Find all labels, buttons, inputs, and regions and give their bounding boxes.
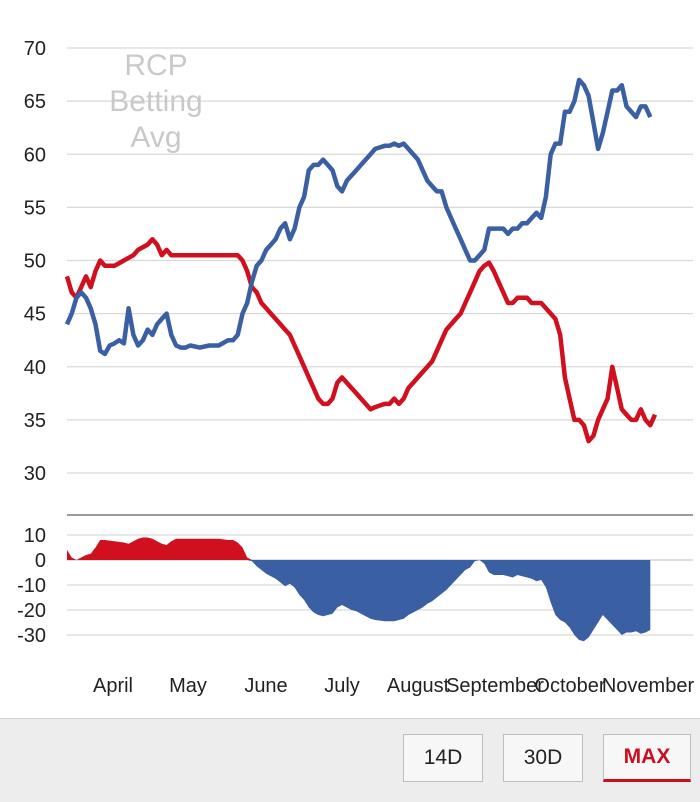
chart-title-watermark: RCP Betting Avg xyxy=(109,49,202,154)
diff-area-negative xyxy=(67,560,651,642)
x-tick-june: June xyxy=(244,675,287,697)
range-30d-button[interactable]: 30D xyxy=(503,734,583,782)
y-tick-main-40: 40 xyxy=(24,357,46,379)
x-tick-september: September xyxy=(446,675,544,697)
y-tick-diff--10: -10 xyxy=(17,575,46,597)
range-selector-bar: 14D 30D MAX xyxy=(0,718,700,802)
y-tick-main-35: 35 xyxy=(24,410,46,432)
y-tick-main-45: 45 xyxy=(24,304,46,326)
x-tick-july: July xyxy=(324,675,360,697)
x-tick-august: August xyxy=(387,675,450,697)
series-line-blue xyxy=(64,77,653,357)
x-tick-april: April xyxy=(93,675,133,697)
diff-area-positive xyxy=(67,537,651,560)
y-tick-main-65: 65 xyxy=(24,91,46,113)
y-tick-diff-0: 0 xyxy=(35,550,46,572)
y-tick-diff--20: -20 xyxy=(17,600,46,622)
range-max-button[interactable]: MAX xyxy=(603,734,691,782)
y-tick-diff--30: -30 xyxy=(17,625,46,647)
chart-panel: 30 35 40 45 50 55 60 65 70 RCP Betting Avg 10 0 -10 -20… xyxy=(0,0,700,718)
y-tick-diff-10: 10 xyxy=(24,525,46,547)
y-tick-main-60: 60 xyxy=(24,144,46,166)
chart-svg: 30 35 40 45 50 55 60 65 70 RCP Betting Avg 10 0 -10 -20… xyxy=(17,38,695,697)
x-tick-may: May xyxy=(169,675,207,697)
y-tick-main-70: 70 xyxy=(24,38,46,60)
x-tick-november: November xyxy=(602,675,695,697)
x-tick-october: October xyxy=(534,675,605,697)
y-tick-main-55: 55 xyxy=(24,197,46,219)
y-tick-main-50: 50 xyxy=(24,251,46,273)
y-tick-main-30: 30 xyxy=(24,463,46,485)
series-line-red xyxy=(64,236,658,444)
range-14d-button[interactable]: 14D xyxy=(403,734,483,782)
